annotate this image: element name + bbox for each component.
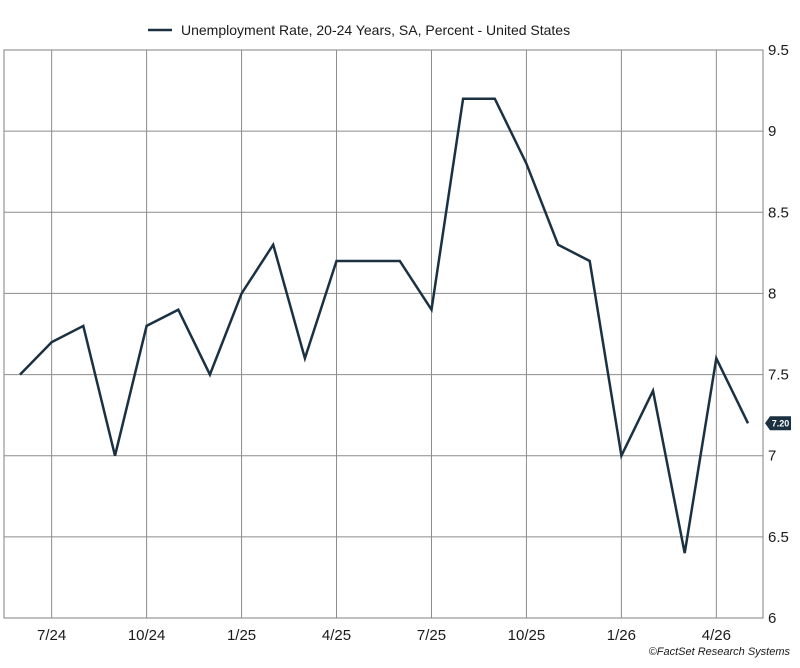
data-point: [652, 389, 655, 392]
data-point: [557, 243, 560, 246]
x-tick-label: 10/24: [128, 627, 166, 644]
data-point: [82, 324, 85, 327]
data-point: [588, 259, 591, 262]
data-point: [208, 373, 211, 376]
data-point: [398, 259, 401, 262]
last-value-badge-shape: [765, 416, 791, 431]
data-point: [493, 97, 496, 100]
grid: [4, 50, 763, 618]
y-tick-label: 8.5: [768, 204, 789, 221]
data-point: [620, 454, 623, 457]
legend-label: Unemployment Rate, 20-24 Years, SA, Perc…: [181, 22, 570, 38]
data-point: [335, 259, 338, 262]
y-tick-label: 7.5: [768, 367, 789, 384]
series-layer: [19, 97, 750, 554]
data-point: [367, 259, 370, 262]
x-axis-ticks: 7/24 10/24 1/25 4/25 7/25 10/25 1/26 4/26: [37, 627, 731, 644]
series-line: [19, 97, 750, 554]
last-value-badge: 7.20: [765, 416, 791, 431]
data-point: [145, 324, 148, 327]
data-point: [525, 162, 528, 165]
x-tick-label: 10/25: [508, 627, 546, 644]
x-tick-label: 1/25: [227, 627, 256, 644]
data-point: [303, 357, 306, 360]
data-point: [240, 292, 243, 295]
data-point: [272, 243, 275, 246]
x-tick-label: 1/26: [607, 627, 636, 644]
data-point: [50, 341, 53, 344]
data-point: [430, 308, 433, 311]
last-value-badge-text: 7.20: [772, 418, 790, 428]
credit-text: ©FactSet Research Systems: [649, 646, 791, 658]
x-tick-label: 4/25: [322, 627, 351, 644]
x-tick-label: 7/25: [417, 627, 446, 644]
data-point: [683, 552, 686, 555]
data-point: [113, 454, 116, 457]
x-tick-label: 7/24: [37, 627, 66, 644]
data-point: [715, 357, 718, 360]
x-tick-label: 4/26: [702, 627, 731, 644]
y-tick-label: 6: [768, 610, 776, 627]
y-tick-label: 9.5: [768, 42, 789, 59]
y-tick-label: 6.5: [768, 529, 789, 546]
y-tick-label: 7: [768, 448, 776, 465]
data-point: [747, 422, 750, 425]
plot-area-border: [3, 49, 764, 619]
legend: Unemployment Rate, 20-24 Years, SA, Perc…: [148, 22, 570, 38]
y-tick-label: 8: [768, 285, 776, 302]
data-point: [462, 97, 465, 100]
data-point: [177, 308, 180, 311]
y-axis-ticks: 9.5 9 8.5 8 7.5 7 6.5 6: [768, 42, 789, 627]
data-point: [19, 373, 22, 376]
y-tick-label: 9: [768, 123, 776, 140]
